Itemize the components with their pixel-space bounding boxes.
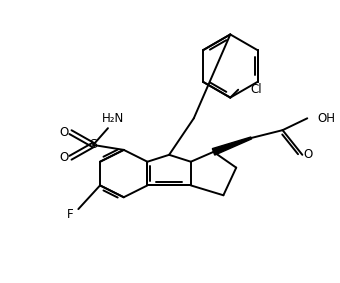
Text: Cl: Cl — [250, 83, 262, 96]
Text: H₂N: H₂N — [102, 112, 124, 125]
Text: OH: OH — [317, 112, 335, 125]
Text: F: F — [67, 207, 74, 220]
Text: O: O — [59, 126, 68, 139]
Text: O: O — [304, 148, 313, 161]
Text: S: S — [89, 138, 97, 151]
Text: O: O — [59, 151, 68, 164]
Polygon shape — [212, 137, 251, 155]
